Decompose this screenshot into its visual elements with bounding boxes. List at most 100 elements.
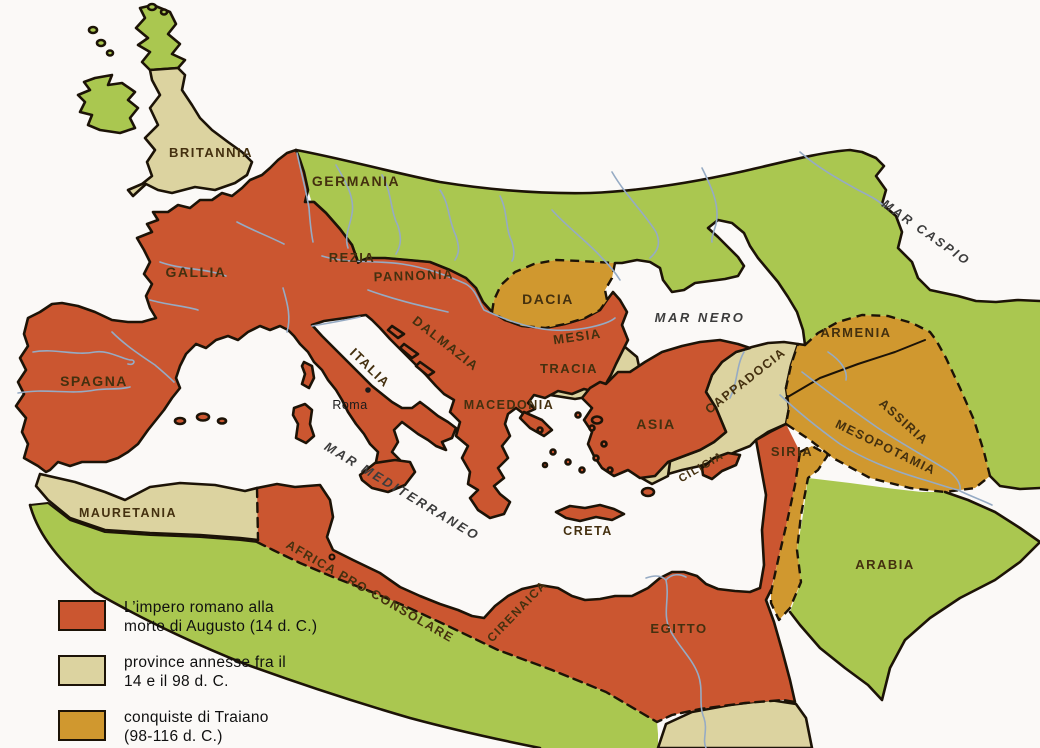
- river-loire: [160, 262, 226, 276]
- island-lesbos: [592, 417, 602, 424]
- island-dalmatia-1: [388, 326, 404, 338]
- legend-swatch-cream: [58, 654, 106, 686]
- river-po: [312, 317, 360, 326]
- map-label-creta: CRETA: [563, 524, 613, 538]
- coast-mauretania: [36, 474, 258, 540]
- map-label-arabia: ARABIA: [855, 557, 915, 572]
- map-label-asia: ASIA: [636, 416, 675, 432]
- legend-annexed-line1: province annesse fra il: [124, 653, 286, 671]
- island-aegean-3: [566, 460, 571, 465]
- map-label-egitto: EGITTO: [650, 621, 707, 636]
- region-dacia: [492, 260, 615, 328]
- river-guadiana: [18, 387, 130, 393]
- region-arabia: [790, 478, 1040, 700]
- river-nile-delta-east: [666, 575, 686, 580]
- island-hebrides-1: [89, 27, 97, 33]
- legend-swatch-red: [58, 600, 106, 631]
- river-tagus: [33, 351, 134, 365]
- legend-empire-line2: morte di Augusto (14 d. C.): [124, 618, 318, 636]
- island-dalmatia-2: [400, 344, 418, 358]
- map-label-macedonia: MACEDONIA: [464, 398, 555, 412]
- map-label-dacia: DACIA: [522, 291, 574, 307]
- legend-swatch-orange: [58, 709, 106, 741]
- map-label-mesia: MESIA: [552, 326, 602, 348]
- island-sicilia: [360, 460, 415, 492]
- river-sava: [368, 290, 448, 312]
- river-seine: [237, 222, 284, 244]
- map-label-mar-nero: MAR NERO: [655, 310, 746, 325]
- island-baleari-2: [197, 414, 209, 421]
- map-label-gallia: GALLIA: [165, 264, 226, 280]
- island-shetland-2: [161, 10, 167, 15]
- island-sardinia: [293, 404, 314, 443]
- region-arabia-petraea: [771, 446, 828, 620]
- coast-africa-interior-outer: [30, 505, 540, 748]
- river-nile: [666, 580, 706, 748]
- region-anatolia: [582, 340, 750, 478]
- legend-trajan-line1: conquiste di Traiano: [124, 708, 269, 726]
- island-shetland-1: [148, 4, 156, 10]
- border-mauretania-africa-dashed: [257, 488, 258, 540]
- island-hebrides-3: [107, 51, 113, 56]
- river-dniester: [552, 210, 620, 280]
- island-aegean-6: [602, 442, 607, 447]
- map-label-mar-mediterraneo: MAR MEDITERRANEO: [322, 439, 483, 544]
- river-elbe: [336, 165, 353, 248]
- island-dalmatia-3: [416, 362, 434, 376]
- layer-borders: [30, 150, 1040, 748]
- map-label-armenia: ARMENIA: [820, 325, 891, 340]
- island-aegean-7: [590, 426, 595, 431]
- region-mauretania: [36, 474, 258, 540]
- map-label-siria: SIRIA: [771, 444, 813, 459]
- coast-eurasia-north: [296, 150, 1040, 302]
- layer-green-lands: [30, 4, 1040, 748]
- legend-item-trajan: conquiste di Traiano (98-116 d. C.): [58, 708, 317, 747]
- map-label-rezia: REZIA: [329, 250, 376, 265]
- island-baleari-1: [175, 418, 185, 424]
- river-rhone: [283, 288, 289, 332]
- coast-persian-gulf: [990, 476, 1040, 489]
- river-armenia: [828, 352, 846, 380]
- river-rhine: [297, 153, 313, 242]
- rome-city-marker: [365, 387, 371, 393]
- map-label-mauretania: MAURETANIA: [79, 506, 177, 520]
- coast-blacksea-north: [615, 220, 805, 345]
- coast-africa-north: [257, 424, 786, 618]
- river-garonne: [150, 300, 198, 310]
- layer-rivers: [18, 152, 992, 748]
- map-label-germania: GERMANIA: [312, 173, 400, 189]
- island-aegean-9: [608, 468, 613, 473]
- region-africa-levant: [257, 424, 800, 722]
- island-aegean-5: [594, 456, 599, 461]
- map-label-tracia: TRACIA: [540, 361, 598, 376]
- river-shatt: [958, 490, 992, 505]
- island-aegean-1: [538, 428, 543, 433]
- border-armenia-assiria: [786, 340, 925, 398]
- river-halys: [730, 352, 744, 398]
- legend-empire-line1: L’impero romano alla: [124, 599, 274, 616]
- legend-item-empire: L’impero romano alla morte di Augusto (1…: [58, 598, 317, 637]
- legend-annexed-line2: 14 e il 98 d. C.: [124, 673, 229, 691]
- island-hebrides-2: [97, 40, 105, 46]
- island-euboea: [520, 412, 552, 436]
- island-baleari-3: [218, 419, 226, 424]
- river-nile-delta-west: [646, 576, 666, 580]
- map-legend: L’impero romano alla morte di Augusto (1…: [58, 598, 317, 746]
- island-corsica: [302, 362, 314, 388]
- coast-red-sea-west: [766, 590, 795, 702]
- region-africa-interior: [30, 503, 658, 748]
- island-djerba: [330, 555, 335, 560]
- river-danube: [322, 256, 615, 330]
- island-aegean-8: [576, 413, 581, 418]
- legend-trajan-line2: (98-116 d. C.): [124, 727, 223, 745]
- island-rhodes: [642, 488, 654, 496]
- island-aegean-2: [551, 450, 556, 455]
- region-ireland: [78, 75, 138, 133]
- island-cyprus: [702, 453, 740, 479]
- border-danube-north: [358, 258, 492, 312]
- border-africa-interior-west: [30, 503, 257, 542]
- map-label-roma: Roma: [332, 398, 367, 412]
- frontier-sahara-dashed: [257, 542, 795, 722]
